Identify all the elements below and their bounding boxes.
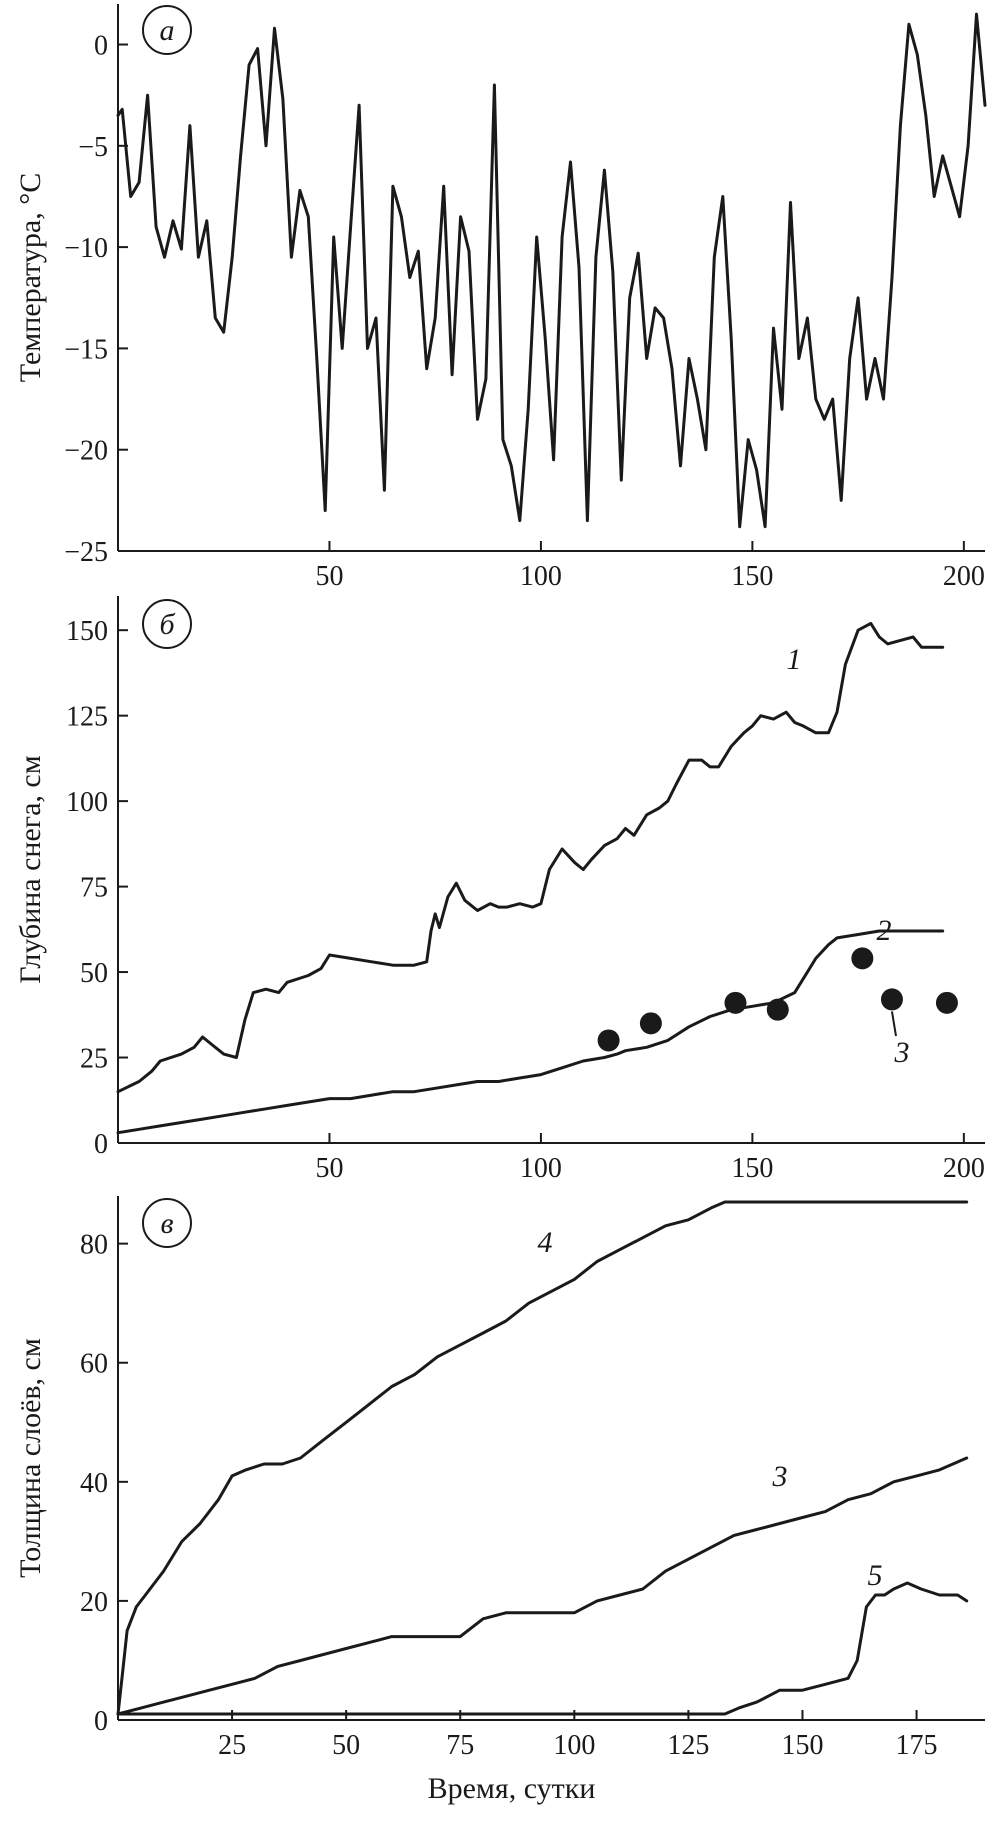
y-tick-label: −25 [64,537,108,568]
y-tick-label: 100 [66,787,108,818]
x-tick-label: 100 [553,1730,595,1761]
x-tick-label: 100 [520,561,562,592]
series-3-point [724,991,747,1014]
series-temperature-line [116,12,987,529]
panel-0: 0 −5 −10 −15 −20 −25 50 100 150 200 Температура, °… [14,4,987,592]
panel-letter: в [160,1207,173,1240]
y-tick-label: 60 [80,1349,108,1380]
y-tick-label: −15 [64,334,108,365]
y-tick-label: 0 [94,31,108,62]
series-3-point [851,947,874,970]
x-tick-label: 200 [943,561,985,592]
series-label-leader [890,1011,897,1037]
x-tick-label: 50 [315,1153,343,1184]
panel-letter-badge [142,599,192,649]
y-tick-label: −10 [64,233,108,264]
panel-1: 0 25 50 75 100 125 150 50 100 150 200 Глубина снега… [14,596,985,1184]
panel-2: 0 20 40 60 80 25 50 75 100 125 150 175 Толщина слоёв… [14,1196,985,1805]
y-tick-label: 150 [66,616,108,647]
series-3-point [597,1029,620,1052]
y-tick-label: 0 [94,1129,108,1160]
y-axis-label: Температура, °C [14,173,47,382]
y-tick-label: 20 [80,1587,108,1618]
x-tick-label: 75 [446,1730,474,1761]
series-label: 3 [772,1460,788,1493]
x-tick-label: 200 [943,1153,985,1184]
series-5-line [116,1581,969,1716]
x-tick-label: 150 [731,561,773,592]
x-tick-label: 50 [332,1730,360,1761]
series-2-line [116,929,945,1135]
y-tick-label: 0 [94,1706,108,1737]
panel-letter-badge [142,1198,192,1248]
series-3-line [116,1456,969,1716]
y-axis-label: Глубина снега, см [14,755,47,983]
series-3-point [935,991,958,1014]
series-1-line [116,621,945,1094]
series-label: 5 [868,1559,883,1592]
series-label: 3 [894,1036,910,1069]
y-tick-label: 125 [66,702,108,733]
y-tick-label: 50 [80,958,108,989]
y-tick-label: 80 [80,1230,108,1261]
x-tick-label: 175 [896,1730,938,1761]
x-tick-label: 125 [667,1730,709,1761]
panel-letter: б [159,608,175,641]
x-tick-label: 150 [781,1730,823,1761]
y-tick-label: 75 [80,873,108,904]
series-4-line [116,1200,969,1716]
y-axis-label: Толщина слоёв, см [14,1338,47,1578]
y-tick-label: 25 [80,1044,108,1075]
x-tick-label: 50 [315,561,343,592]
x-tick-label: 100 [520,1153,562,1184]
series-3-point [766,998,789,1021]
x-tick-label: 150 [731,1153,773,1184]
panel-letter: a [160,14,175,47]
x-axis-label: Время, сутки [428,1772,596,1805]
series-3-point [880,988,903,1011]
y-tick-label: −5 [78,132,108,163]
series-3-point [639,1012,662,1035]
series-label: 1 [787,643,802,676]
series-label: 2 [877,914,892,947]
panel-letter-badge [142,5,192,55]
y-tick-label: −20 [64,436,108,467]
series-label: 4 [538,1226,553,1259]
x-tick-label: 25 [218,1730,246,1761]
y-tick-label: 40 [80,1468,108,1499]
